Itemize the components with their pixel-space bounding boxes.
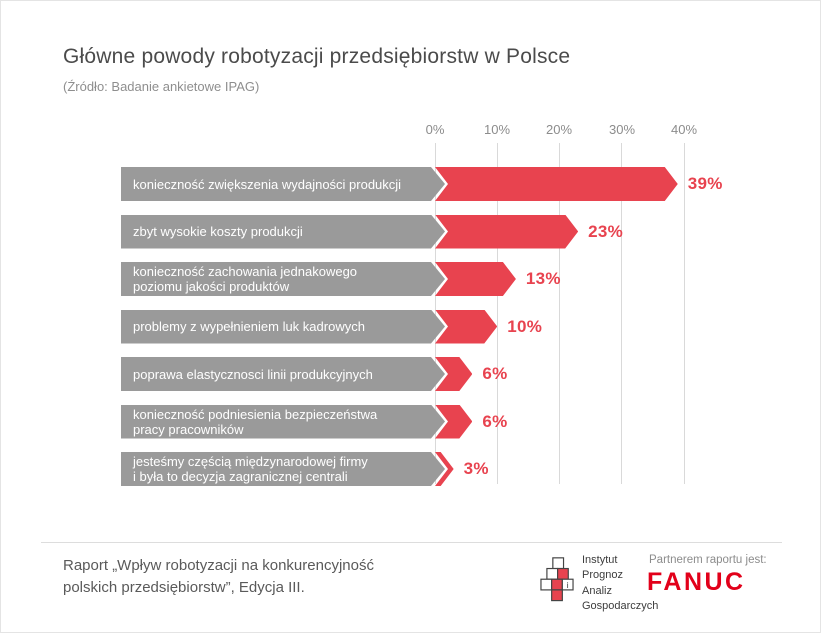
x-axis-tick: 0% — [425, 122, 445, 137]
x-axis-tick: 40% — [670, 122, 698, 137]
ipag-logo-icon: i — [540, 557, 574, 602]
category-label-box: zbyt wysokie koszty produkcji — [121, 215, 445, 249]
category-label-box: problemy z wypełnieniem luk kadrowych — [121, 310, 445, 344]
value-label: 6% — [482, 364, 508, 383]
gridline — [559, 143, 560, 484]
category-label: konieczność zachowania jednakowego poziom… — [133, 264, 358, 294]
category-label: zbyt wysokie koszty produkcji — [133, 224, 303, 239]
ipag-logo-text: Instytut Prognoz Analiz Gospodarczych — [582, 554, 659, 613]
gridline — [684, 143, 685, 484]
gridline — [621, 143, 622, 484]
bar-row: jesteśmy częścią międzynarodowej firmy i … — [121, 452, 811, 486]
gridline — [435, 143, 436, 484]
bar-row: konieczność podniesienia bezpieczeństwa p… — [121, 405, 811, 439]
category-label-box: konieczność podniesienia bezpieczeństwa p… — [121, 405, 445, 439]
report-title: Raport „Wpływ robotyzacji na konkurencyj… — [63, 557, 374, 596]
value-label: 10% — [507, 316, 543, 336]
fanuc-logo: FANUC — [647, 568, 746, 596]
value-label: 23% — [588, 221, 624, 241]
x-axis-tick: 20% — [545, 122, 573, 137]
bar-row: zbyt wysokie koszty produkcji 23% — [121, 215, 811, 249]
category-label: problemy z wypełnieniem luk kadrowych — [133, 319, 365, 334]
category-label: konieczność podniesienia bezpieczeństwa p… — [133, 406, 378, 437]
gridline — [497, 143, 498, 484]
bar-row: poprawa elastycznosci linii produkcyjnyc… — [121, 357, 811, 391]
value-label: 6% — [482, 411, 508, 431]
x-axis-tick: 10% — [483, 122, 511, 137]
svg-text:i: i — [567, 580, 569, 590]
category-label-box: poprawa elastycznosci linii produkcyjnyc… — [121, 357, 445, 391]
category-label-box: jesteśmy częścią międzynarodowej firmy i … — [121, 452, 445, 486]
footer-divider — [41, 542, 782, 543]
value-label: 39% — [687, 174, 723, 193]
bar-row: konieczność zachowania jednakowego poziom… — [121, 262, 811, 296]
value-bar — [435, 167, 678, 201]
category-label: konieczność zwiększenia wydajności produ… — [133, 176, 402, 192]
value-bar — [435, 262, 516, 296]
value-label: 13% — [525, 269, 561, 288]
bar-row: konieczność zwiększenia wydajności produ… — [121, 167, 811, 201]
x-axis-tick: 30% — [608, 122, 636, 137]
category-label-box: konieczność zwiększenia wydajności produ… — [121, 167, 445, 201]
bar-chart: konieczność zwiększenia wydajności produ… — [121, 167, 811, 486]
source-note: (Źródło: Badanie ankietowe IPAG) — [63, 79, 260, 94]
category-label-box: konieczność zachowania jednakowego poziom… — [121, 262, 445, 296]
page-title: Główne powody robotyzacji przedsiębiorst… — [63, 45, 571, 68]
category-label: poprawa elastycznosci linii produkcyjnyc… — [133, 366, 373, 382]
value-bar — [435, 215, 578, 249]
bar-row: problemy z wypełnieniem luk kadrowych 10… — [121, 310, 811, 344]
category-label: jesteśmy częścią międzynarodowej firmy i … — [133, 454, 368, 484]
partner-label: Partnerem raportu jest: — [649, 554, 767, 566]
value-label: 3% — [463, 459, 489, 478]
